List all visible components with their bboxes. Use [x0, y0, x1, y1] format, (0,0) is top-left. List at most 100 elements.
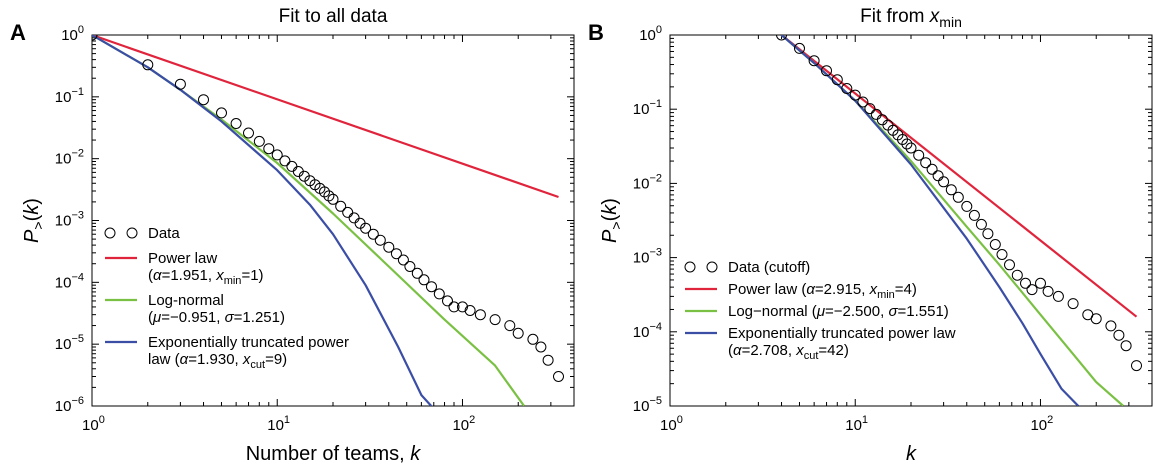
data-point: [216, 107, 227, 119]
data-point: [383, 241, 395, 253]
data-point: [433, 288, 445, 300]
y-tick-label: 10−6: [55, 395, 84, 415]
data-point: [1042, 285, 1054, 297]
plot-layer: [776, 35, 1142, 406]
x-axis-label: Number of teams, k: [246, 443, 422, 465]
data-point: [857, 96, 869, 108]
data-point: [535, 341, 547, 353]
data-point: [464, 305, 476, 316]
legend-label: law (α=1.930, xcut​=9): [148, 351, 287, 371]
legend-item: Power law (α=2.915, xmin​=4): [685, 281, 917, 301]
data-point: [404, 261, 416, 272]
data-point: [1131, 360, 1142, 372]
data-point: [1026, 284, 1038, 296]
legend-label: Power law (α=2.915, xmin​=4): [728, 281, 917, 301]
data-point: [142, 59, 154, 71]
data-point: [1052, 290, 1064, 302]
chart-title: Fit from xmin: [860, 6, 962, 30]
data-point: [390, 248, 402, 260]
y-tick-label: 10−5: [633, 395, 662, 415]
data-point: [961, 200, 973, 212]
data-point: [442, 295, 453, 307]
data-point: [1120, 340, 1132, 352]
panel-letter: A: [10, 20, 26, 45]
y-tick-label: 10−3: [55, 210, 84, 230]
data-point: [975, 218, 987, 230]
legend-label: (α=1.951, xmin​=1): [148, 267, 264, 287]
legend-marker: [104, 227, 116, 239]
data-point: [360, 222, 372, 234]
x-axis-label: k: [906, 443, 917, 465]
legend-item: Exponentially truncated power law(α=2.70…: [685, 325, 956, 362]
y-tick-label: 100: [639, 24, 662, 44]
legend-item: Power law(α=1.951, xmin​=1): [105, 250, 264, 287]
data-point: [512, 327, 524, 339]
data-point: [457, 301, 468, 313]
data-point: [864, 103, 876, 115]
y-tick-label: 10−4: [55, 271, 84, 291]
data-point: [448, 301, 460, 313]
legend-marker: [684, 261, 696, 273]
x-tick-label: 100: [660, 414, 683, 434]
data-point: [327, 193, 339, 205]
legend-label: Power law: [148, 250, 217, 267]
data-point: [198, 94, 209, 106]
data-point: [982, 228, 994, 240]
panel-a: A Fit to all data 100 101 102 100 10−1 10−2 10−3…: [10, 6, 575, 465]
data-point: [527, 333, 539, 345]
data-point: [286, 160, 298, 172]
legend-label: (α=2.708, xcut​=42): [728, 342, 849, 362]
data-point: [938, 176, 950, 188]
chart-title: Fit to all data: [279, 6, 388, 27]
data-point: [335, 200, 347, 212]
data-point: [348, 212, 360, 224]
x-tick-label: 102: [452, 414, 475, 434]
data-point: [174, 78, 186, 90]
data-point: [926, 163, 938, 175]
data-point: [1011, 269, 1023, 281]
legend-label: Data: [148, 225, 180, 242]
y-tick-label: 100: [61, 24, 84, 44]
x-tick-label: 102: [1030, 414, 1053, 434]
legend-marker: [706, 261, 718, 273]
data-point: [952, 191, 964, 203]
y-axis-label: P>(k): [21, 198, 46, 243]
data-point: [913, 149, 925, 161]
data-point: [367, 228, 379, 240]
x-tick-label: 100: [82, 414, 105, 434]
data-point: [776, 35, 787, 41]
data-point: [474, 309, 486, 321]
legend-label: Log−normal (μ=−2.500, σ=1.551): [728, 303, 949, 320]
data-point: [1105, 320, 1117, 332]
data-point: [831, 74, 843, 86]
panel-letter: B: [588, 20, 604, 45]
data-point: [253, 135, 265, 147]
x-tick-label: 101: [845, 414, 868, 434]
data-point: [426, 281, 437, 293]
data-point: [542, 354, 554, 366]
y-tick-label: 10−1: [633, 98, 662, 118]
data-point: [849, 89, 861, 101]
data-point: [1035, 277, 1046, 289]
data-point: [1004, 259, 1015, 271]
data-point: [243, 127, 254, 139]
y-tick-label: 10−5: [55, 333, 84, 353]
series-line-truncated: [780, 35, 1080, 406]
data-point: [489, 314, 501, 326]
data-point: [996, 249, 1008, 260]
legend-marker: [126, 227, 138, 239]
data-point: [932, 170, 944, 182]
legend-item: Log−normal (μ=−2.500, σ=1.551): [685, 303, 949, 320]
data-point: [323, 190, 335, 202]
series-line-power-law: [92, 35, 559, 199]
data-point: [279, 155, 291, 167]
y-axis-label: P>(k): [599, 198, 624, 243]
y-tick-label: 10−2: [633, 172, 662, 192]
y-tick-label: 10−1: [55, 86, 84, 106]
legend-label: (μ=−0.951, σ=1.251): [148, 309, 285, 326]
legend-label: Log-normal: [148, 292, 224, 309]
data-point: [342, 206, 354, 218]
legend-label: Data (cutoff): [728, 259, 810, 276]
